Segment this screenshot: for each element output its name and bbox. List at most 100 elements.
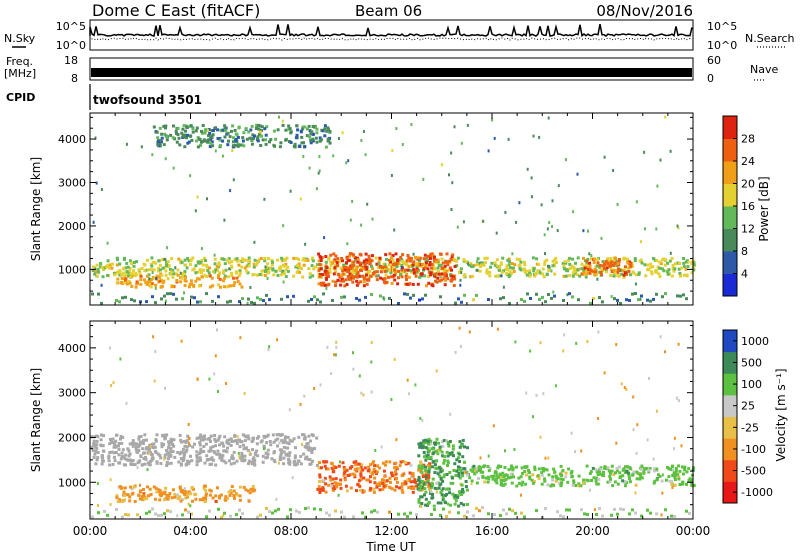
heatmap-cell	[173, 492, 177, 496]
heatmap-cell	[578, 274, 582, 278]
heatmap-cell	[317, 485, 321, 489]
heatmap-cell	[524, 482, 528, 486]
heatmap-cell	[686, 260, 690, 264]
heatmap-cell	[511, 509, 514, 513]
heatmap-cell	[232, 144, 236, 148]
heatmap-cell	[177, 136, 181, 140]
heatmap-cell	[580, 272, 584, 276]
heatmap-cell	[618, 465, 621, 469]
heatmap-cell	[369, 475, 372, 479]
heatmap-cell	[342, 473, 346, 477]
heatmap-cell	[419, 485, 422, 488]
heatmap-cell	[461, 487, 465, 491]
heatmap-cell	[326, 137, 330, 141]
heatmap-cell	[400, 474, 404, 478]
heatmap-cell	[616, 270, 620, 274]
heatmap-cell	[583, 512, 586, 516]
heatmap-cell	[345, 256, 349, 260]
heatmap-cell	[656, 184, 659, 188]
heatmap-cell	[426, 473, 430, 477]
heatmap-cell	[382, 262, 386, 266]
heatmap-cell	[341, 461, 345, 465]
heatmap-cell	[111, 463, 115, 466]
heatmap-cell	[165, 260, 169, 264]
heatmap-cell	[347, 159, 350, 163]
heatmap-cell	[595, 513, 598, 516]
heatmap-cell	[112, 381, 115, 385]
heatmap-cell	[548, 221, 551, 225]
heatmap-cell	[319, 259, 323, 262]
heatmap-cell	[433, 486, 437, 490]
heatmap-cell	[460, 483, 464, 487]
heatmap-cell	[99, 262, 103, 265]
heatmap-cell	[220, 515, 223, 519]
heatmap-cell	[324, 260, 328, 264]
heatmap-cell	[295, 133, 299, 137]
heatmap-cell	[202, 445, 206, 448]
heatmap-cell	[226, 446, 229, 450]
heatmap-cell	[107, 459, 111, 463]
heatmap-cell	[585, 259, 589, 263]
heatmap-cell	[229, 189, 232, 193]
heatmap-cell	[437, 486, 441, 490]
heatmap-cell	[122, 455, 126, 459]
heatmap-cell	[391, 266, 394, 270]
heatmap-cell	[505, 267, 509, 271]
heatmap-cell	[349, 277, 352, 281]
heatmap-cell	[602, 470, 605, 474]
heatmap-cell	[440, 163, 443, 167]
heatmap-cell	[678, 469, 682, 473]
heatmap-cell	[658, 260, 662, 264]
heatmap-cell	[159, 456, 163, 460]
heatmap-cell	[485, 256, 489, 260]
heatmap-cell	[252, 460, 256, 464]
heatmap-cell	[319, 488, 323, 491]
heatmap-cell	[646, 298, 649, 302]
heatmap-cell	[366, 469, 370, 473]
heatmap-cell	[407, 265, 411, 269]
heatmap-cell	[100, 462, 104, 466]
heatmap-cell	[129, 275, 133, 279]
heatmap-cell	[179, 259, 183, 263]
heatmap-cell	[457, 474, 461, 478]
heatmap-cell	[163, 294, 166, 298]
heatmap-cell	[294, 265, 298, 269]
heatmap-cell	[420, 446, 424, 450]
heatmap-cell	[567, 467, 571, 471]
heatmap-cell	[337, 493, 340, 497]
heatmap-cell	[230, 265, 234, 269]
heatmap-cell	[257, 435, 261, 439]
heatmap-cell	[445, 252, 449, 256]
heatmap-cell	[115, 281, 119, 285]
heatmap-cell	[166, 451, 170, 455]
heatmap-cell	[439, 252, 442, 256]
heatmap-cell	[556, 229, 559, 233]
heatmap-cell	[605, 266, 609, 270]
heatmap-cell	[333, 266, 337, 270]
heatmap-cell	[108, 442, 112, 446]
heatmap-cell	[174, 272, 178, 276]
heatmap-cell	[672, 269, 676, 273]
heatmap-cell	[187, 259, 191, 263]
heatmap-cell	[355, 279, 359, 283]
heatmap-cell	[470, 479, 474, 483]
heatmap-cell	[345, 468, 349, 472]
heatmap-cell	[370, 390, 373, 394]
heatmap-cell	[420, 488, 424, 492]
heatmap-cell	[292, 274, 296, 278]
heatmap-cell	[138, 443, 142, 447]
heatmap-cell	[529, 349, 532, 353]
heatmap-cell	[123, 493, 127, 497]
heatmap-cell	[188, 282, 192, 286]
heatmap-cell	[205, 263, 209, 267]
heatmap-cell	[413, 478, 417, 482]
heatmap-cell	[637, 298, 640, 302]
heatmap-cell	[439, 501, 443, 505]
heatmap-cell	[278, 268, 282, 272]
heatmap-cell	[453, 125, 456, 129]
heatmap-cell	[395, 438, 398, 442]
heatmap-cell	[526, 292, 529, 296]
heatmap-cell	[442, 475, 446, 479]
heatmap-cell	[319, 138, 323, 142]
